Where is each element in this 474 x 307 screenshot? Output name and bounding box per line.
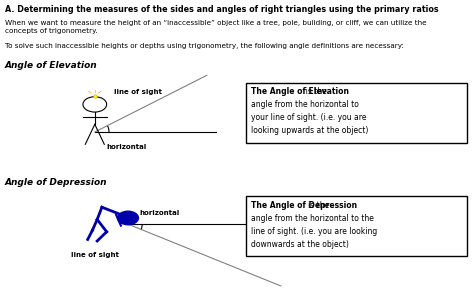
Text: A. Determining the measures of the sides and angles of right triangles using the: A. Determining the measures of the sides… <box>5 5 438 14</box>
Circle shape <box>118 211 138 225</box>
Text: is the
angle from the horizontal to
your line of sight. (i.e. you are
looking up: is the angle from the horizontal to your… <box>251 87 369 135</box>
Text: line of sight: line of sight <box>71 252 119 258</box>
Text: When we want to measure the height of an “inaccessible” object like a tree, pole: When we want to measure the height of an… <box>5 20 427 34</box>
Text: To solve such inaccessible heights or depths using trigonometry, the following a: To solve such inaccessible heights or de… <box>5 43 404 49</box>
Text: Angle of Elevation: Angle of Elevation <box>5 61 97 70</box>
Text: horizontal: horizontal <box>107 144 147 150</box>
Text: The Angle of Elevation: The Angle of Elevation <box>251 87 349 96</box>
Text: The Angle of Depression: The Angle of Depression <box>251 201 357 210</box>
Text: Angle of Depression: Angle of Depression <box>5 178 107 187</box>
Text: is the
angle from the horizontal to the
line of sight. (i.e. you are looking
dow: is the angle from the horizontal to the … <box>251 201 377 249</box>
Text: line of sight: line of sight <box>114 89 162 95</box>
FancyBboxPatch shape <box>246 196 467 256</box>
FancyBboxPatch shape <box>246 83 467 143</box>
Text: horizontal: horizontal <box>140 210 180 216</box>
